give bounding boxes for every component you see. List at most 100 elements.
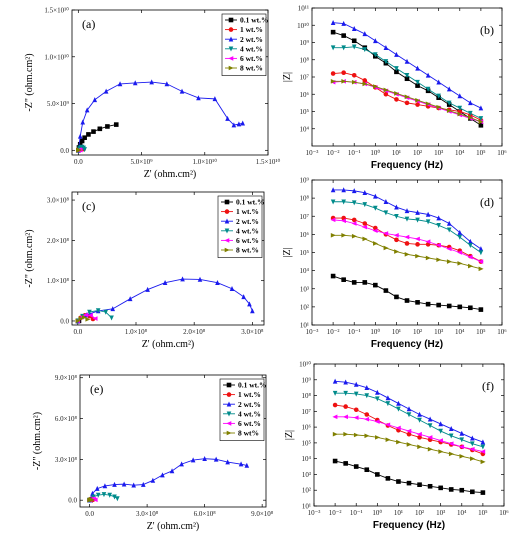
data-point bbox=[196, 95, 201, 101]
data-point bbox=[351, 233, 357, 239]
data-point bbox=[353, 391, 359, 397]
data-point bbox=[351, 280, 357, 285]
x-tick-label: 10³ bbox=[436, 509, 445, 517]
x-tick-label: 0.0 bbox=[73, 328, 82, 336]
data-point bbox=[373, 193, 378, 199]
data-point bbox=[415, 83, 420, 88]
legend-label: 6 wt.% bbox=[236, 236, 259, 245]
data-point bbox=[436, 93, 441, 99]
data-point bbox=[364, 416, 370, 422]
data-point bbox=[435, 242, 441, 248]
data-point bbox=[373, 84, 379, 89]
data-point bbox=[80, 119, 86, 125]
data-point bbox=[103, 309, 109, 315]
data-point bbox=[436, 79, 441, 85]
x-tick-label: 10⁰ bbox=[370, 149, 380, 157]
data-point bbox=[330, 45, 336, 51]
legend-label: 2 wt.% bbox=[236, 217, 259, 226]
data-point bbox=[459, 454, 465, 459]
data-point bbox=[375, 435, 381, 440]
data-point bbox=[343, 461, 348, 466]
y-tick-label: 0.0 bbox=[68, 497, 77, 505]
data-point bbox=[362, 221, 368, 226]
data-point bbox=[375, 472, 380, 477]
y-tick-label: 10⁶ bbox=[300, 231, 310, 239]
data-point bbox=[457, 234, 463, 240]
data-point bbox=[373, 205, 378, 211]
data-point bbox=[375, 389, 380, 395]
data-point bbox=[110, 306, 116, 312]
data-point bbox=[480, 459, 486, 465]
y-tick-label: 10¹⁰ bbox=[297, 22, 309, 30]
x-tick-label: 10⁴ bbox=[455, 328, 465, 336]
data-point bbox=[416, 431, 422, 437]
x-tick-label: 1.0×10¹⁰ bbox=[192, 158, 217, 166]
data-point bbox=[446, 227, 452, 233]
data-point bbox=[415, 97, 421, 103]
legend-marker bbox=[226, 430, 232, 436]
data-point bbox=[393, 232, 399, 238]
data-point bbox=[394, 97, 399, 102]
data-point bbox=[406, 406, 412, 412]
y-tick-label: 10⁹ bbox=[300, 39, 310, 47]
data-point bbox=[404, 298, 410, 303]
data-point bbox=[341, 277, 346, 282]
data-point bbox=[394, 66, 399, 72]
data-point bbox=[427, 483, 433, 489]
y-tick-label: 3.0×10⁸ bbox=[47, 197, 70, 205]
panel-label: (c) bbox=[82, 199, 95, 213]
data-point bbox=[446, 220, 452, 226]
data-point bbox=[364, 393, 370, 399]
chart-panel-b: 10⁻³ 10⁻² 10⁻¹ 10⁰ 10¹ 10² 10³ 10⁴ 10⁵ 10⁶ 10⁴ 10⁵ 1… bbox=[282, 5, 507, 172]
y-tick-label: 1.5×10¹⁰ bbox=[44, 7, 69, 15]
data-point bbox=[468, 115, 474, 120]
legend-label: 6 wt.% bbox=[238, 419, 261, 428]
data-point bbox=[351, 38, 357, 44]
data-point bbox=[343, 404, 348, 409]
data-point bbox=[446, 259, 452, 264]
data-point bbox=[457, 93, 463, 99]
data-point bbox=[436, 302, 441, 308]
data-point bbox=[215, 279, 220, 285]
data-point bbox=[438, 421, 443, 427]
y-axis-label: -Z" (ohm.cm²) bbox=[24, 53, 35, 111]
x-tick-label: 1.0×10⁸ bbox=[125, 328, 148, 336]
data-point bbox=[353, 407, 359, 413]
data-point bbox=[459, 437, 465, 443]
legend-label: 2 wt.% bbox=[240, 35, 263, 44]
y-tick-label: 10⁶ bbox=[300, 91, 310, 99]
y-tick-label: 3.0×10⁸ bbox=[55, 456, 78, 464]
data-point bbox=[427, 435, 433, 440]
data-point bbox=[404, 216, 410, 222]
legend-marker bbox=[224, 247, 230, 253]
y-tick-label: 10³ bbox=[300, 285, 309, 293]
data-point bbox=[415, 102, 420, 107]
data-point bbox=[353, 381, 359, 387]
data-point bbox=[132, 80, 138, 86]
data-point bbox=[459, 444, 465, 450]
legend-marker bbox=[224, 209, 230, 214]
data-point bbox=[362, 280, 368, 285]
data-point bbox=[459, 430, 465, 436]
data-point bbox=[83, 312, 89, 318]
data-point bbox=[415, 253, 421, 259]
data-point bbox=[396, 400, 401, 406]
data-point bbox=[82, 147, 87, 153]
legend-label: 4 wt.% bbox=[236, 226, 259, 235]
y-tick-label: 10⁴ bbox=[302, 455, 312, 463]
data-point bbox=[332, 390, 338, 396]
data-point bbox=[362, 81, 368, 87]
series-line bbox=[77, 278, 253, 322]
data-point bbox=[396, 406, 401, 412]
y-tick-label: 10⁹ bbox=[302, 376, 312, 384]
legend-label: 1 wt.% bbox=[238, 390, 261, 399]
data-point bbox=[330, 273, 336, 279]
legend-marker bbox=[228, 36, 234, 42]
data-point bbox=[362, 189, 368, 195]
y-axis-label: -Z" (ohm.cm²) bbox=[24, 229, 35, 287]
data-point bbox=[343, 431, 349, 437]
x-tick-label: 10⁶ bbox=[497, 328, 507, 336]
legend-marker bbox=[226, 411, 232, 417]
y-tick-label: 10¹ bbox=[300, 322, 309, 330]
